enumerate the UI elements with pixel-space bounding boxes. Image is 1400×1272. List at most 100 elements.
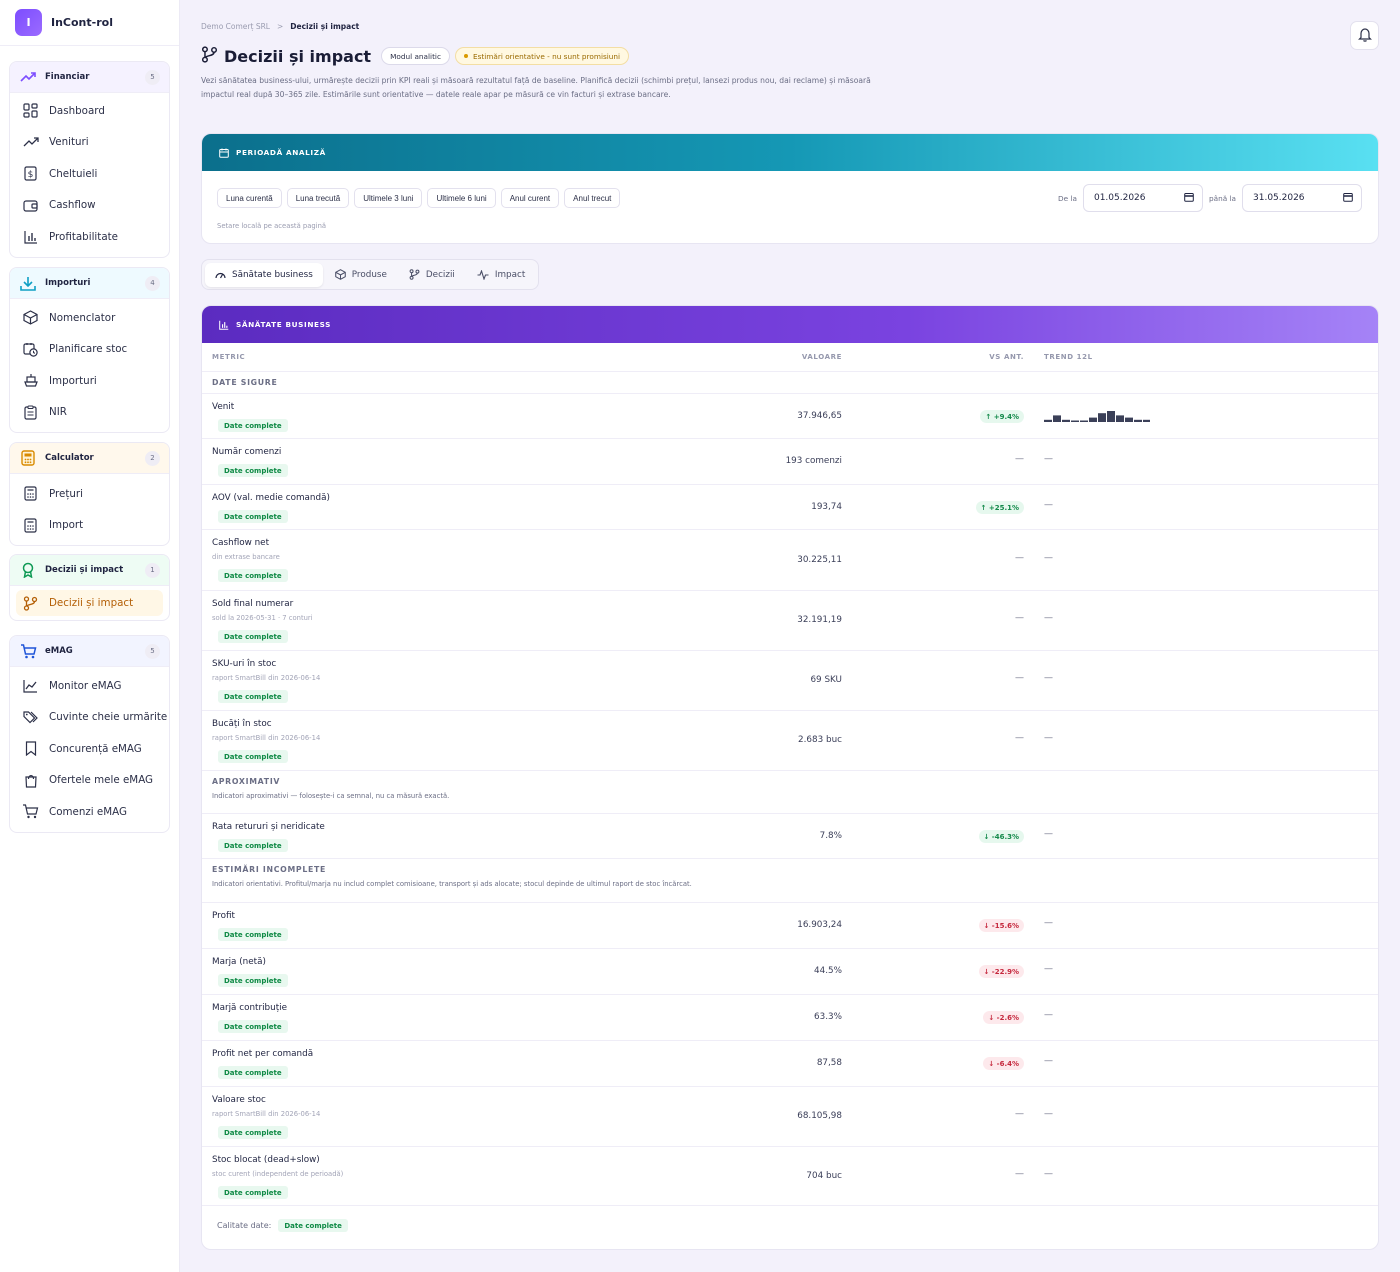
trending-up-icon xyxy=(19,68,37,86)
sidebar-item-import[interactable]: Import xyxy=(10,510,169,542)
sidebar-item-importuri[interactable]: Importuri xyxy=(10,365,169,397)
tab-produse[interactable]: Produse xyxy=(325,263,397,287)
table-row[interactable]: Bucăți în stoc raport SmartBill din 2026-… xyxy=(202,711,1378,771)
table-row[interactable]: Stoc blocat (dead+slow) stoc curent (inde… xyxy=(202,1147,1378,1206)
nav-group-emag-header[interactable]: eMAG 5 xyxy=(10,636,169,667)
sidebar-item-decizii-impact[interactable]: Decizii și impact xyxy=(16,590,163,616)
sidebar-item-label: Import xyxy=(49,519,84,532)
table-row[interactable]: Profit net per comandă Date complete 87,58… xyxy=(202,1041,1378,1087)
brand-logo: I xyxy=(15,9,42,36)
sidebar-item-nir[interactable]: NIR xyxy=(10,397,169,429)
trend-empty: — xyxy=(1044,1109,1053,1119)
preset-ultimele-6-luni[interactable]: Ultimele 6 luni xyxy=(427,188,496,208)
nav-group-calculator-header[interactable]: Calculator 2 xyxy=(10,443,169,474)
sidebar-item-dashboard[interactable]: Dashboard xyxy=(10,95,169,127)
section-title: APROXIMATIV xyxy=(212,777,281,786)
nav-group-count: 5 xyxy=(145,643,160,659)
vs-previous-badge: ↑ +25.1% xyxy=(975,501,1024,514)
data-quality-label: Calitate date: xyxy=(217,1221,272,1230)
activity-icon xyxy=(477,269,489,280)
sidebar-item-venituri[interactable]: Venituri xyxy=(10,127,169,159)
shopping-cart-icon xyxy=(22,803,39,820)
metric-name: SKU-uri în stoc xyxy=(212,659,277,669)
nav-group-importuri-header[interactable]: Importuri 4 xyxy=(10,268,169,299)
sidebar-item-cuvinte-cheie[interactable]: Cuvinte cheie urmărite xyxy=(10,702,169,734)
breadcrumb-company[interactable]: Demo Comerț SRL xyxy=(201,22,270,31)
nav-group-financiar-header[interactable]: Financiar 5 xyxy=(10,62,169,93)
sidebar-item-label: Venituri xyxy=(49,136,89,149)
table-section: ESTIMĂRI INCOMPLETE Indicatori orientativ… xyxy=(202,859,1378,903)
sidebar-item-profitabilitate[interactable]: Profitabilitate xyxy=(10,221,169,253)
health-card-title: SĂNĂTATE BUSINESS xyxy=(236,320,332,329)
sidebar-item-preturi[interactable]: Prețuri xyxy=(10,478,169,510)
sidebar-item-comenzi-emag[interactable]: Comenzi eMAG xyxy=(10,796,169,828)
table-row[interactable]: Marjă contribuție Date complete 63.3% ↓ -2.… xyxy=(202,995,1378,1041)
table-row[interactable]: Cashflow net din extrase bancare Date comp… xyxy=(202,530,1378,591)
table-row[interactable]: Număr comenzi Date complete 193 comenzi — — xyxy=(202,439,1378,485)
wallet-icon xyxy=(22,197,39,214)
metric-name: Marjă contribuție xyxy=(212,1003,287,1013)
sidebar-item-nomenclator[interactable]: Nomenclator xyxy=(10,302,169,334)
to-label: până la xyxy=(1208,193,1236,203)
table-row[interactable]: Profit Date complete 16.903,24 ↓ -15.6% — xyxy=(202,903,1378,949)
brand[interactable]: I InCont-rol xyxy=(0,0,179,46)
vs-previous-empty: — xyxy=(1015,673,1024,683)
vs-previous-badge: ↓ -2.6% xyxy=(983,1011,1024,1024)
trend-bar xyxy=(1098,413,1106,422)
vs-previous-badge: ↓ -15.6% xyxy=(978,919,1024,932)
nav-group-count: 4 xyxy=(145,275,160,291)
table-row[interactable]: AOV (val. medie comandă) Date complete 193… xyxy=(202,485,1378,530)
calculator-icon xyxy=(19,449,37,467)
data-quality-badge: Date complete xyxy=(218,928,288,941)
from-date-value: 01.05.2026 xyxy=(1093,193,1146,203)
tags-icon xyxy=(22,709,39,726)
tab-label: Produse xyxy=(351,269,387,280)
metric-value: 37.946,65 xyxy=(797,411,842,421)
column-header-trend: TREND 12L xyxy=(1044,353,1093,361)
sidebar-item-label: Prețuri xyxy=(49,487,84,500)
metric-value: 69 SKU xyxy=(810,675,842,685)
breadcrumb-separator: > xyxy=(276,22,284,31)
sidebar-item-cheltuieli[interactable]: $ Cheltuieli xyxy=(10,158,169,190)
table-row[interactable]: Marja (netă) Date complete 44.5% ↓ -22.9% — xyxy=(202,949,1378,995)
data-quality-badge: Date complete xyxy=(218,690,288,703)
preset-luna-trecuta[interactable]: Luna trecută xyxy=(286,188,350,208)
sidebar-item-concurenta[interactable]: Concurență eMAG xyxy=(10,733,169,765)
tab-impact[interactable]: Impact xyxy=(467,263,535,287)
table-row[interactable]: Sold final numerar sold la 2026-05-31 · 7… xyxy=(202,591,1378,651)
data-quality-badge: Date complete xyxy=(278,1219,348,1232)
table-row[interactable]: Venit Date complete 37.946,65 ↑ +9.4% xyxy=(202,394,1378,439)
metric-name: Număr comenzi xyxy=(212,447,282,457)
nav-group-decizii-header[interactable]: Decizii și impact 1 xyxy=(10,555,169,586)
preset-anul-curent[interactable]: Anul curent xyxy=(500,188,560,208)
tab-decizii[interactable]: Decizii xyxy=(399,263,465,287)
sidebar-item-monitor-emag[interactable]: Monitor eMAG xyxy=(10,670,169,702)
section-title: DATE SIGURE xyxy=(212,378,278,387)
nav-group-title: Decizii și impact xyxy=(45,565,124,575)
to-date-input[interactable]: 31.05.2026 xyxy=(1242,184,1362,212)
tab-sanatate-business[interactable]: Sănătate business xyxy=(205,262,323,287)
page-title-row: Decizii și impact Modul analitic Estimăr… xyxy=(201,46,630,66)
trend-empty: — xyxy=(1044,500,1053,510)
data-quality-badge: Date complete xyxy=(218,750,288,763)
sidebar-item-cashflow[interactable]: Cashflow xyxy=(10,190,169,222)
dashboard-icon xyxy=(22,102,39,119)
metric-source: raport SmartBill din 2026-06-14 xyxy=(212,734,321,742)
table-row[interactable]: Valoare stoc raport SmartBill din 2026-06… xyxy=(202,1087,1378,1147)
module-pill: Modul analitic xyxy=(381,47,450,65)
table-row[interactable]: SKU-uri în stoc raport SmartBill din 2026… xyxy=(202,651,1378,711)
data-quality-badge: Date complete xyxy=(218,569,288,582)
sidebar-item-planificare-stoc[interactable]: Planificare stoc xyxy=(10,334,169,366)
notifications-button[interactable] xyxy=(1350,21,1379,50)
preset-luna-curenta[interactable]: Luna curentă xyxy=(217,188,282,208)
metric-source: din extrase bancare xyxy=(212,553,280,561)
preset-anul-trecut[interactable]: Anul trecut xyxy=(564,188,621,208)
preset-ultimele-3-luni[interactable]: Ultimele 3 luni xyxy=(354,188,423,208)
from-date-input[interactable]: 01.05.2026 xyxy=(1082,184,1203,212)
trend-bar xyxy=(1062,419,1070,422)
nav-group-title: Financiar xyxy=(45,72,90,82)
sidebar-item-ofertele-mele[interactable]: Ofertele mele eMAG xyxy=(10,765,169,797)
metric-name: Stoc blocat (dead+slow) xyxy=(212,1155,320,1165)
table-row[interactable]: Rata retururi și neridicate Date complete… xyxy=(202,814,1378,859)
vs-previous-empty: — xyxy=(1015,1169,1024,1179)
